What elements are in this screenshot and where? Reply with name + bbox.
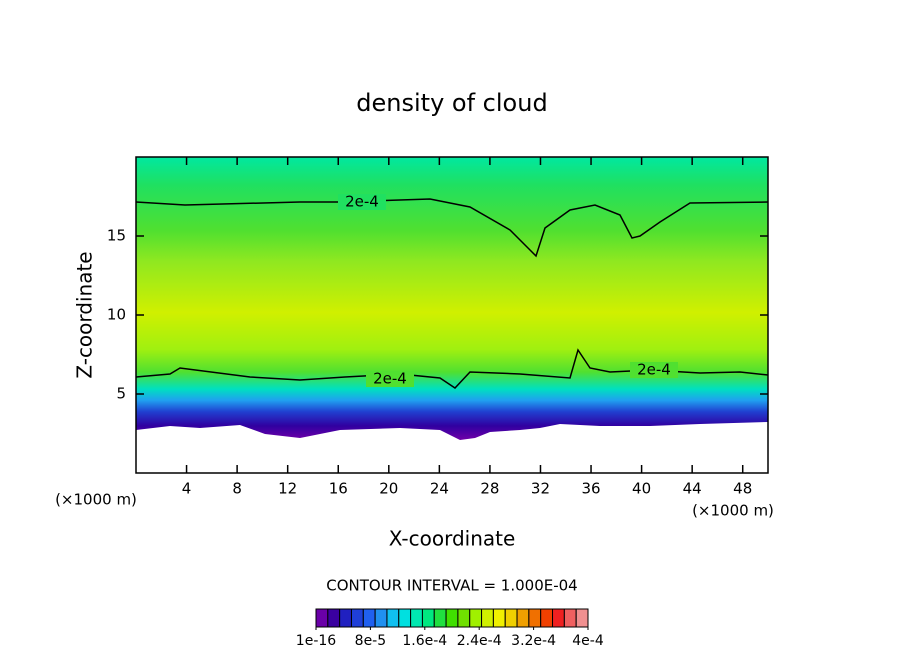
colorbar-swatch — [445, 608, 459, 628]
contour-interval: CONTOUR INTERVAL = 1.000E-04 — [326, 577, 577, 595]
contour-label: 2e-4 — [345, 193, 379, 211]
colorbar-swatch — [398, 608, 412, 628]
chart-title: density of cloud — [356, 89, 547, 117]
colorbar-swatch — [481, 608, 494, 628]
colorbar-swatch — [410, 608, 423, 628]
x-tick-label: 12 — [278, 480, 297, 498]
x-tick-label: 40 — [632, 480, 651, 498]
x-unit: (×1000 m) — [692, 502, 774, 520]
colorbar-label: 2.4e-4 — [457, 633, 502, 649]
colorbar-swatch — [362, 608, 376, 628]
colorbar-label: 4e-4 — [572, 633, 604, 649]
colorbar-swatch — [386, 608, 400, 628]
colorbar-swatch — [575, 608, 589, 628]
colorbar-swatch — [374, 608, 388, 628]
colorbar-swatch — [492, 608, 506, 628]
colorbar-swatch — [516, 608, 530, 628]
colorbar-swatch — [457, 608, 471, 628]
y-tick-label: 5 — [116, 385, 126, 403]
colorbar-swatch — [540, 608, 554, 628]
colorbar-swatch — [350, 608, 364, 628]
x-unit: (×1000 m) — [55, 491, 137, 509]
colorbar-swatch — [552, 608, 565, 628]
colorbar-swatch — [339, 608, 352, 628]
colorbar-swatch — [327, 608, 341, 628]
contour-label: 2e-4 — [637, 361, 671, 379]
y-axis-label: Z-coordinate — [73, 251, 97, 378]
colorbar-swatch — [504, 608, 518, 628]
colorbar-label: 1.6e-4 — [402, 633, 447, 649]
x-tick-label: 24 — [430, 480, 449, 498]
x-tick-label: 4 — [182, 480, 192, 498]
x-tick-label: 28 — [480, 480, 499, 498]
x-tick-label: 48 — [733, 480, 752, 498]
y-tick-label: 10 — [107, 306, 126, 324]
x-tick-label: 44 — [683, 480, 702, 498]
colorbar-swatch — [433, 608, 447, 628]
colorbar-swatch — [421, 608, 435, 628]
x-tick-label: 36 — [581, 480, 600, 498]
x-tick-label: 20 — [379, 480, 398, 498]
contour-label: 2e-4 — [373, 370, 407, 388]
colorbar-swatch — [528, 608, 542, 628]
colorbar-label: 3.2e-4 — [511, 633, 556, 649]
x-tick-label: 8 — [232, 480, 242, 498]
y-tick-label: 15 — [107, 227, 126, 245]
colorbar-swatch — [469, 608, 483, 628]
colorbar-label: 1e-16 — [296, 633, 336, 649]
colorbar-label: 8e-5 — [355, 633, 386, 649]
x-tick-label: 32 — [531, 480, 550, 498]
x-axis-label: X-coordinate — [389, 527, 516, 551]
colorbar-swatch — [315, 608, 329, 628]
x-tick-label: 16 — [329, 480, 348, 498]
contour-labels: 2e-4 2e-4 2e-4 — [338, 193, 678, 388]
colorbar-swatch — [563, 608, 577, 628]
